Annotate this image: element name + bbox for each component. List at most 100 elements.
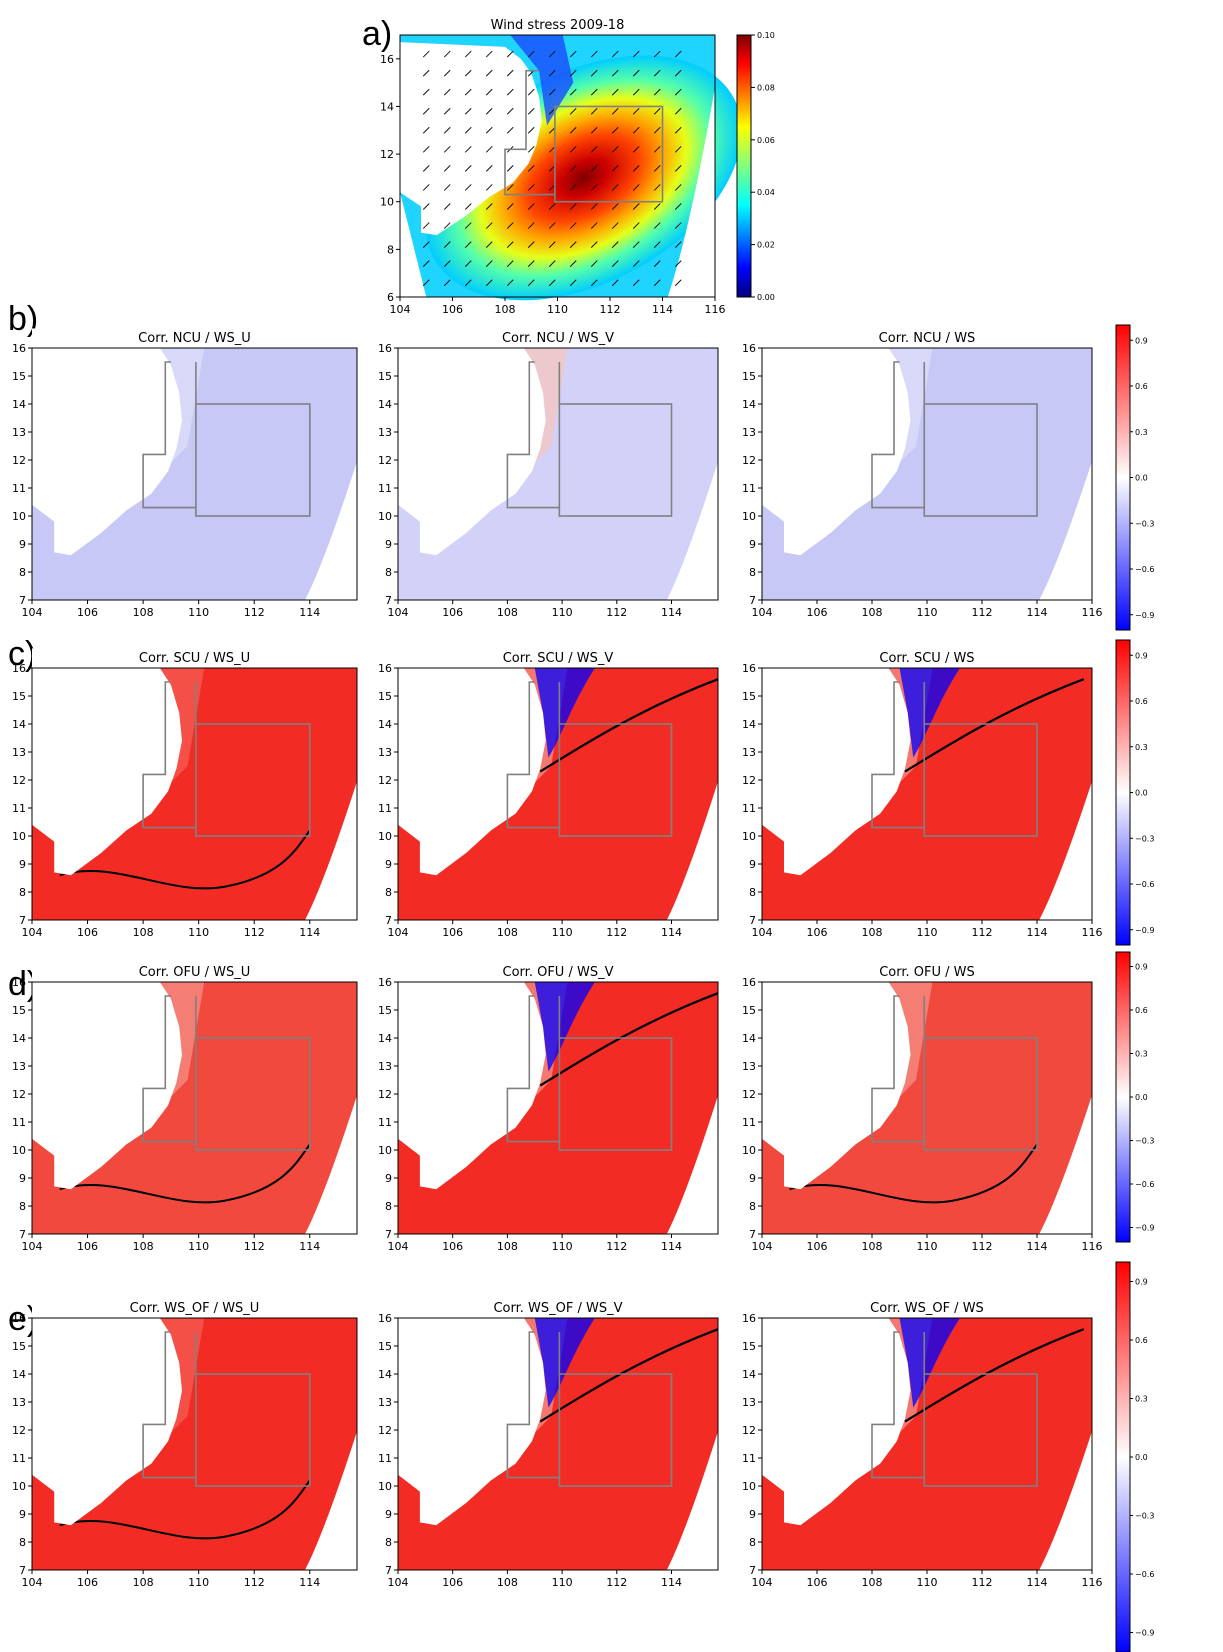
wind-vector bbox=[611, 222, 619, 229]
wind-vector bbox=[443, 145, 451, 153]
y-tick-label: 13 bbox=[12, 1396, 26, 1409]
y-tick-label: 11 bbox=[742, 1116, 756, 1129]
x-tick-label: 110 bbox=[188, 606, 209, 619]
wind-vector bbox=[653, 260, 661, 268]
wind-vector bbox=[653, 69, 661, 77]
wind-vector bbox=[569, 222, 577, 229]
panel-title: Corr. NCU / WS_U bbox=[138, 331, 251, 346]
wind-vector bbox=[422, 241, 430, 248]
x-tick-label: 106 bbox=[442, 606, 463, 619]
wind-vector bbox=[443, 203, 451, 210]
wind-vector bbox=[527, 88, 535, 96]
x-tick-label: 108 bbox=[495, 303, 516, 316]
axes-frame bbox=[31, 981, 358, 1235]
wind-vector bbox=[653, 203, 661, 210]
wind-vector bbox=[548, 279, 556, 287]
y-tick-label: 14 bbox=[12, 398, 26, 411]
x-tick-label: 106 bbox=[442, 926, 463, 939]
outside-domain bbox=[666, 1095, 718, 1234]
colorbar-tick-label: 0.6 bbox=[1135, 697, 1148, 706]
colorbar-tick-label: 0.9 bbox=[1135, 963, 1148, 972]
wind-vector bbox=[506, 241, 514, 248]
x-tick-label: 108 bbox=[862, 1240, 883, 1253]
y-tick-label: 14 bbox=[742, 1032, 756, 1045]
axes-frame bbox=[397, 667, 719, 921]
wind-vector bbox=[674, 184, 682, 191]
y-tick-label: 13 bbox=[378, 746, 392, 759]
y-tick-label: 15 bbox=[378, 1004, 392, 1017]
wind-vector bbox=[527, 241, 535, 248]
x-tick-label: 108 bbox=[862, 606, 883, 619]
land-mask bbox=[398, 328, 546, 556]
significance-contour bbox=[59, 1479, 311, 1540]
y-tick-label: 10 bbox=[12, 830, 26, 843]
y-tick-label: 14 bbox=[378, 1368, 392, 1381]
axes-frame bbox=[397, 981, 719, 1235]
offshore-region-box bbox=[923, 403, 1038, 517]
x-tick-label: 112 bbox=[606, 926, 627, 939]
land-mask bbox=[32, 328, 182, 556]
panel-title: Corr. SCU / WS_U bbox=[139, 651, 250, 666]
colorbar-tick-label: 0.0 bbox=[1135, 789, 1148, 798]
colorbar-tick-label: 0.08 bbox=[757, 83, 775, 92]
outside-domain bbox=[305, 461, 357, 600]
wind-vector bbox=[527, 203, 535, 210]
y-tick-label: 16 bbox=[378, 976, 392, 989]
land-mask bbox=[398, 962, 546, 1190]
y-tick-label: 8 bbox=[385, 1536, 392, 1549]
wind-vector bbox=[611, 88, 619, 96]
y-tick-label: 7 bbox=[749, 594, 756, 607]
correlation-colorbar: 0.9 0.6 0.3 0.0 −0.3 −0.6 −0.9 bbox=[1115, 324, 1154, 631]
panel-label-c: c) bbox=[8, 635, 36, 673]
y-tick-label: 15 bbox=[12, 370, 26, 383]
y-tick-label: 9 bbox=[385, 1508, 392, 1521]
x-tick-label: 104 bbox=[388, 1240, 409, 1253]
wind-vector bbox=[611, 107, 619, 115]
wind-vector bbox=[422, 50, 430, 58]
x-tick-label: 108 bbox=[497, 926, 518, 939]
wind-vector bbox=[590, 126, 598, 134]
wind-vector bbox=[422, 107, 430, 115]
x-tick-label: 108 bbox=[133, 606, 154, 619]
y-tick-label: 15 bbox=[12, 1004, 26, 1017]
colorbar-tick-label: −0.9 bbox=[1135, 611, 1154, 620]
y-tick-label: 9 bbox=[385, 538, 392, 551]
x-tick-label: 112 bbox=[972, 1576, 993, 1589]
map-panel-c2: Corr. SCU / WS_V 104 106 108 110 112 114 7 8 9 10 1… bbox=[378, 648, 719, 939]
colorbar-tick-label: 0.6 bbox=[1135, 382, 1148, 391]
x-tick-label: 108 bbox=[133, 1576, 154, 1589]
wind-vector bbox=[590, 107, 598, 115]
colorbar-tick-label: −0.6 bbox=[1135, 880, 1154, 889]
wind-vector bbox=[632, 203, 640, 210]
y-tick-label: 11 bbox=[378, 802, 392, 815]
y-tick-label: 9 bbox=[749, 1508, 756, 1521]
wind-vector bbox=[590, 145, 598, 153]
y-tick-label: 11 bbox=[742, 802, 756, 815]
wind-vector bbox=[674, 203, 682, 210]
coastal-region-box bbox=[506, 1331, 560, 1479]
colorbar-tick-label: 0.06 bbox=[757, 136, 775, 145]
wind-vector bbox=[422, 260, 430, 268]
low-stress-coastal bbox=[510, 35, 574, 126]
x-tick-label: 104 bbox=[752, 606, 773, 619]
wind-vector bbox=[653, 88, 661, 96]
coastal-region-box bbox=[142, 361, 196, 509]
wind-vector bbox=[464, 279, 472, 287]
outside-domain bbox=[666, 461, 718, 600]
wind-vector bbox=[632, 241, 640, 248]
negative-correlation-zone bbox=[534, 668, 595, 758]
y-tick-label: 10 bbox=[378, 1144, 392, 1157]
wind-vector bbox=[611, 69, 619, 77]
wind-vector bbox=[464, 50, 472, 58]
y-tick-label: 11 bbox=[742, 1452, 756, 1465]
x-tick-label: 110 bbox=[552, 1240, 573, 1253]
x-tick-label: 106 bbox=[77, 1576, 98, 1589]
y-tick-label: 10 bbox=[12, 510, 26, 523]
wind-vector bbox=[422, 126, 430, 134]
y-tick-label: 14 bbox=[12, 1032, 26, 1045]
y-tick-label: 11 bbox=[378, 482, 392, 495]
y-tick-label: 16 bbox=[742, 1312, 756, 1325]
wind-vector bbox=[506, 279, 514, 287]
y-tick-label: 15 bbox=[378, 690, 392, 703]
map-panel-b3: Corr. NCU / WS 104 106 108 110 112 114 116 7 8 9 10… bbox=[742, 328, 1103, 619]
